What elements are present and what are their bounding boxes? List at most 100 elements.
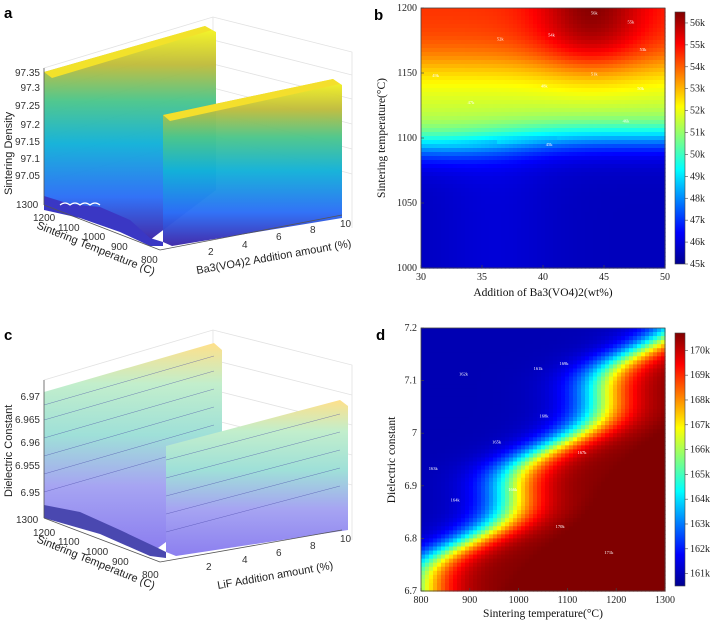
heatmap-cell (613, 48, 618, 53)
heatmap-cell (605, 156, 610, 161)
heatmap-cell (641, 168, 646, 173)
heatmap-cell (429, 16, 434, 21)
heatmap-cell (609, 60, 614, 65)
heatmap-cell (585, 24, 590, 29)
heatmap-cell (481, 20, 486, 25)
heatmap-cell (513, 16, 518, 21)
heatmap-cell (513, 220, 518, 225)
heatmap-cell (513, 40, 518, 45)
heatmap-cell (513, 152, 518, 157)
heatmap-cell (645, 172, 650, 177)
heatmap-cell (461, 116, 466, 121)
heatmap-cell (645, 36, 650, 41)
heatmap-cell (545, 192, 550, 197)
heatmap-cell (489, 364, 494, 370)
heatmap-cell (549, 172, 554, 177)
heatmap-cell (589, 68, 594, 73)
heatmap-cell (565, 8, 570, 13)
heatmap-cell (477, 164, 482, 169)
heatmap-cell (545, 160, 550, 165)
heatmap-cell (641, 156, 646, 161)
heatmap-cell (533, 108, 538, 113)
heatmap-cell (465, 220, 470, 225)
heatmap-cell (501, 20, 506, 25)
heatmap-cell (485, 328, 490, 333)
heatmap-cell (553, 248, 558, 253)
heatmap-cell (637, 48, 642, 53)
heatmap-cell (549, 20, 554, 25)
heatmap-cell (557, 252, 562, 257)
heatmap-cell (549, 352, 554, 357)
heatmap-cell (621, 120, 626, 125)
heatmap-cell (525, 348, 530, 353)
heatmap-cell (497, 360, 502, 366)
heatmap-cell (637, 256, 642, 261)
heatmap-cell (493, 24, 498, 29)
heatmap-cell (541, 340, 546, 345)
heatmap-cell (461, 104, 466, 109)
heatmap-cell (493, 12, 498, 17)
heatmap-cell (469, 144, 474, 149)
heatmap-cell (505, 48, 510, 53)
heatmap-cell (645, 44, 650, 49)
heatmap-cell (557, 136, 562, 141)
y-tick-label: 1100 (58, 537, 80, 548)
heatmap-cell (429, 112, 434, 117)
heatmap-cell (513, 196, 518, 201)
heatmap-cell (605, 196, 610, 201)
heatmap-cell (569, 208, 574, 213)
heatmap-cell (493, 124, 498, 129)
heatmap-cell (477, 116, 482, 121)
heatmap-cell (637, 28, 642, 33)
heatmap-cell (449, 264, 454, 269)
heatmap-cell (465, 20, 470, 25)
heatmap-cell (649, 12, 654, 17)
heatmap-cell (481, 72, 486, 77)
heatmap-cell (505, 152, 510, 157)
heatmap-cell (485, 28, 490, 33)
heatmap-cell (565, 232, 570, 237)
heatmap-cell (549, 36, 554, 41)
heatmap-cell (633, 248, 638, 253)
heatmap-cell (425, 152, 430, 157)
heatmap-cell (433, 64, 438, 69)
heatmap-cell (581, 192, 586, 197)
heatmap-cell (477, 68, 482, 73)
heatmap-cell (473, 232, 478, 237)
heatmap-cell (657, 164, 662, 169)
heatmap-cell (469, 248, 474, 253)
heatmap-cell (513, 164, 518, 169)
heatmap-cell (557, 52, 562, 57)
heatmap-cell (433, 216, 438, 221)
heatmap-cell (577, 124, 582, 129)
heatmap-cell (541, 40, 546, 45)
heatmap-cell (493, 92, 498, 97)
heatmap-cell (637, 380, 642, 386)
heatmap-cell (541, 228, 546, 233)
heatmap-cell (425, 160, 430, 165)
contour-label: 47k (468, 100, 476, 105)
heatmap-cell (561, 132, 566, 137)
heatmap-cell (581, 144, 586, 149)
heatmap-cell (613, 164, 618, 169)
heatmap-cell (481, 44, 486, 49)
heatmap-cell (585, 100, 590, 105)
heatmap-cell (633, 140, 638, 145)
heatmap-cell (653, 256, 658, 261)
heatmap-cell (485, 96, 490, 101)
heatmap-cell (661, 108, 666, 113)
heatmap-cell (557, 104, 562, 109)
heatmap-cell (505, 344, 510, 349)
heatmap-cell (513, 352, 518, 357)
heatmap-cell (645, 380, 650, 386)
heatmap-cell (425, 28, 430, 33)
heatmap-cell (429, 44, 434, 49)
heatmap-cell (573, 64, 578, 69)
heatmap-cell (661, 156, 666, 161)
heatmap-cell (553, 208, 558, 213)
heatmap-cell (437, 328, 442, 333)
heatmap-cell (469, 336, 474, 341)
heatmap-cell (657, 208, 662, 213)
heatmap-cell (445, 360, 450, 366)
